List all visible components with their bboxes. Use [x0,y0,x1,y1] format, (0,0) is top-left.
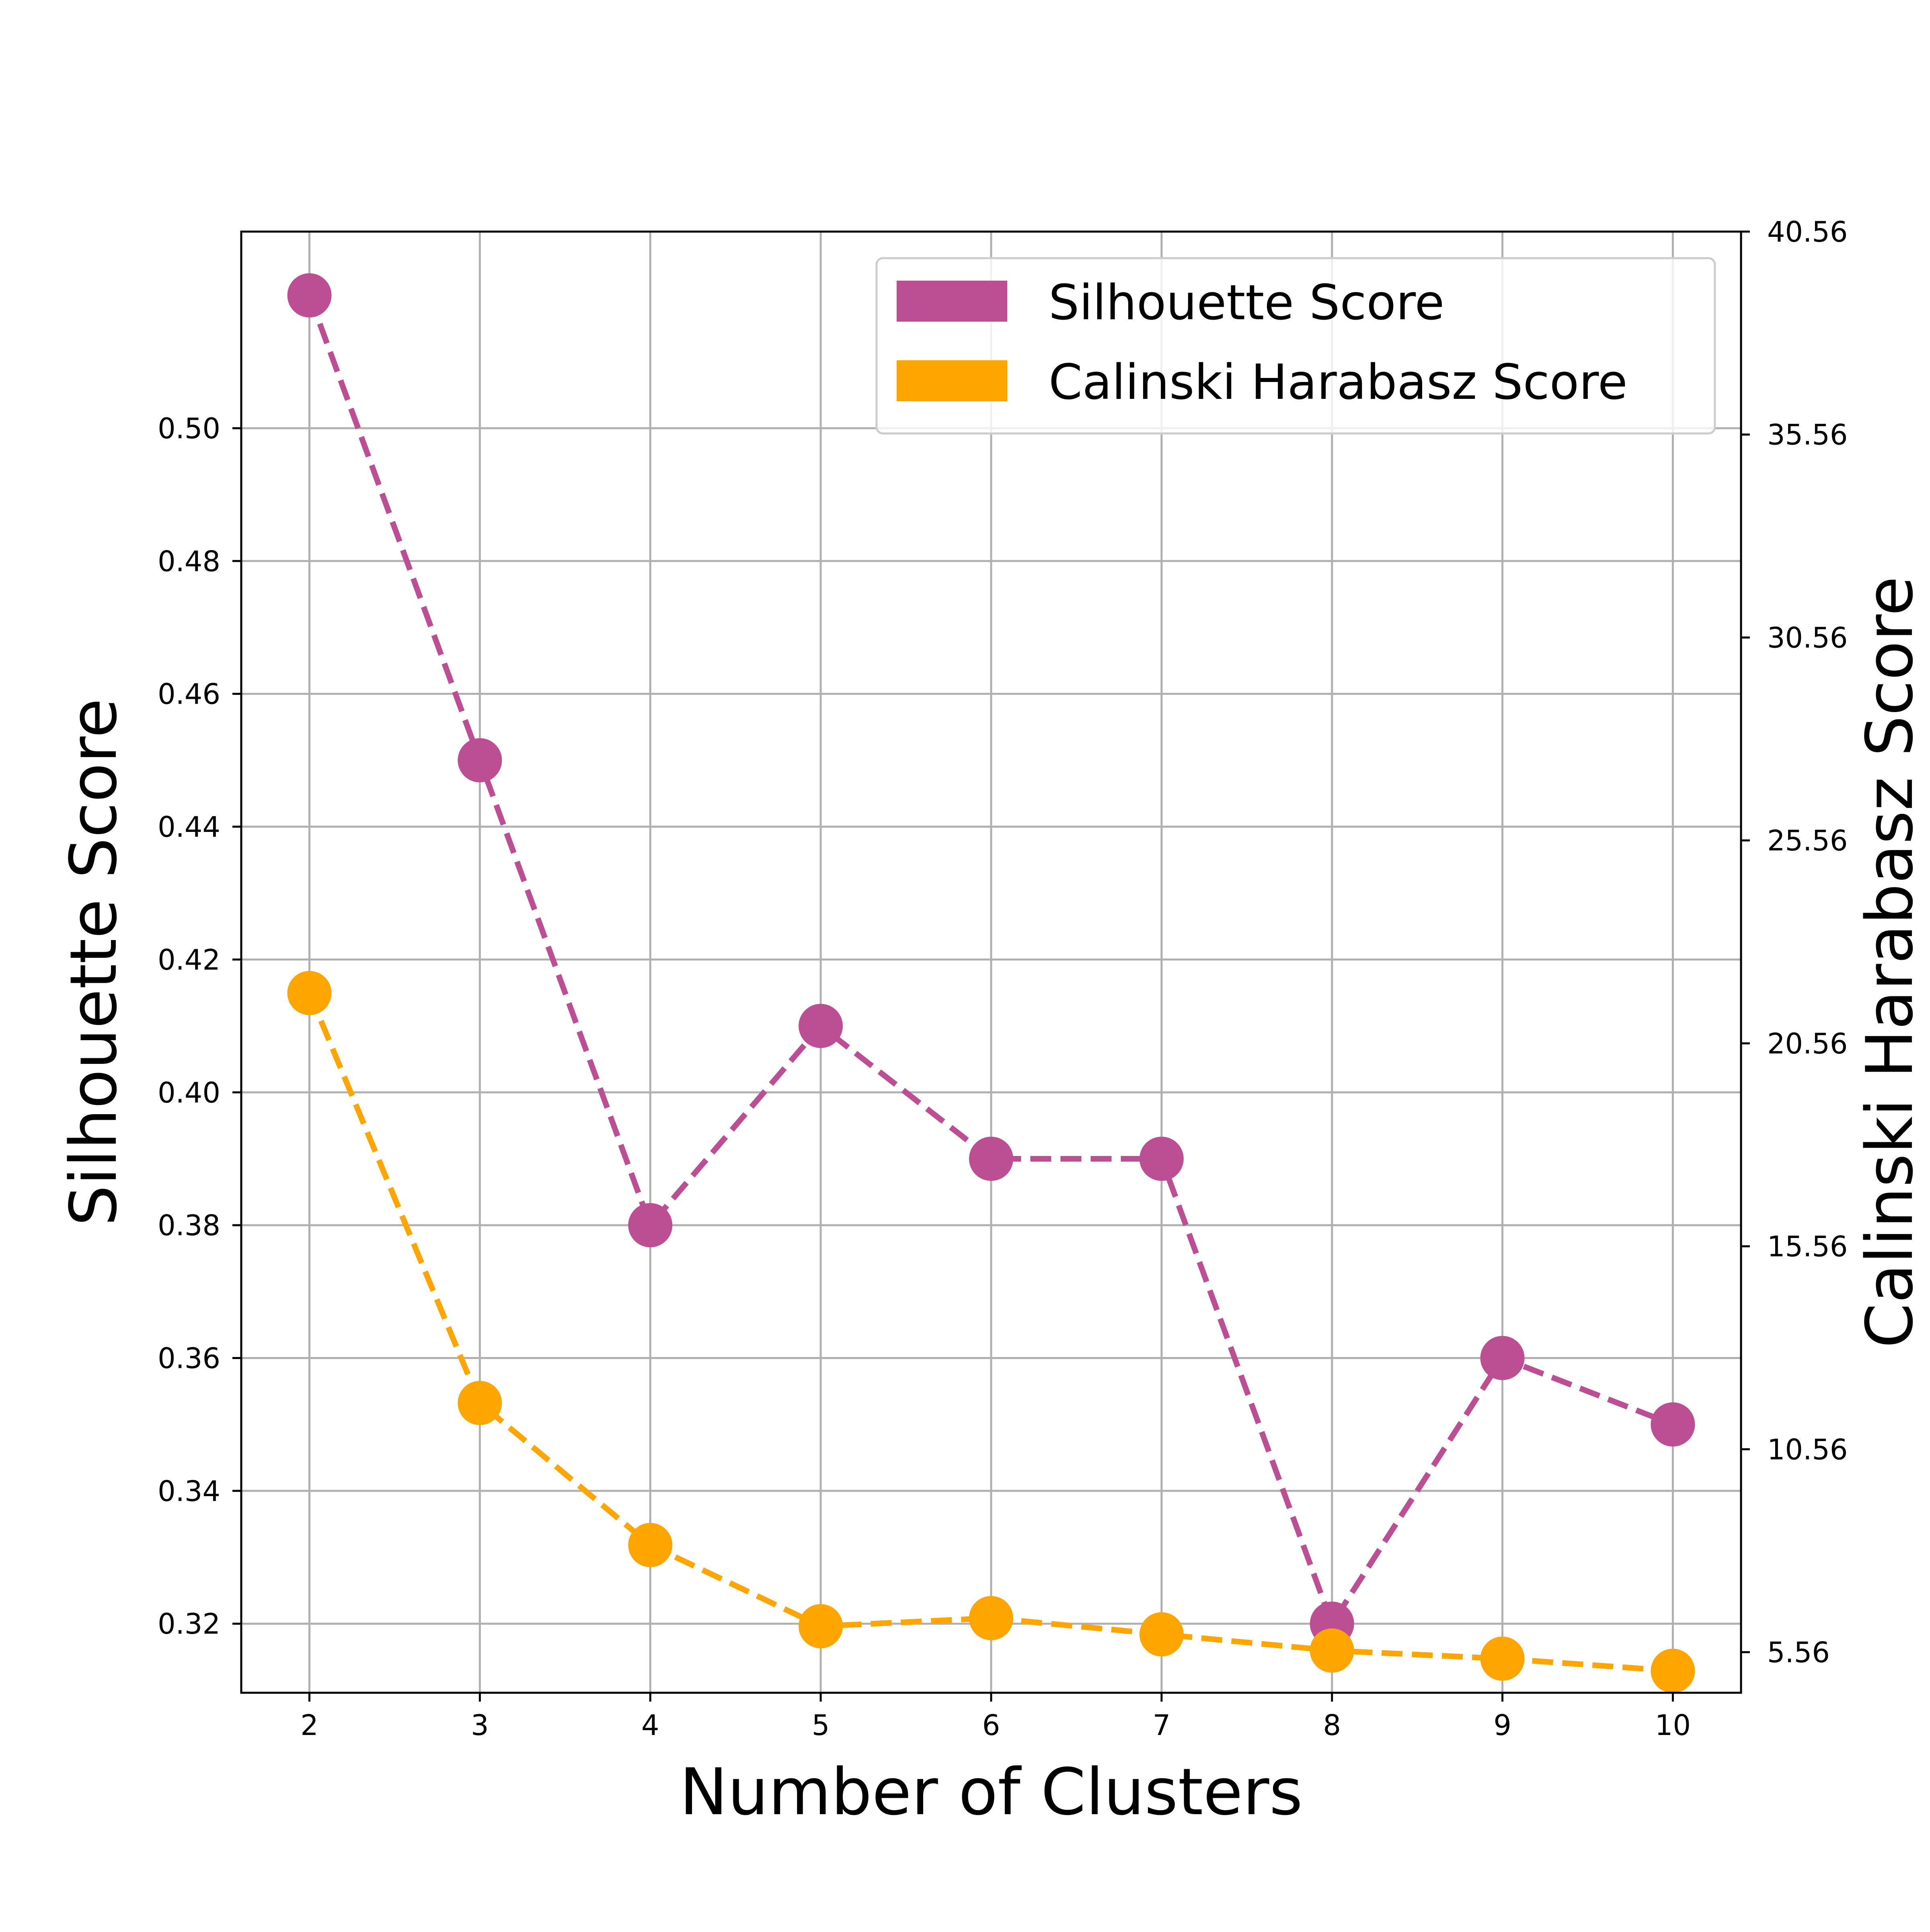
right-y-tick-label: 10.56 [1767,1433,1848,1466]
right-y-tick-label: 30.56 [1767,621,1848,654]
right-y-tick-label: 25.56 [1767,824,1848,857]
x-axis-title: Number of Clusters [680,1754,1303,1829]
legend-swatch-silhouette [897,281,1007,322]
left-y-tick-label: 0.46 [158,678,220,711]
calinski-point [628,1523,673,1567]
calinski-point [1310,1628,1354,1673]
calinski-point [1651,1649,1695,1693]
right-y-tick-label: 15.56 [1767,1230,1848,1263]
calinski-point [1480,1636,1525,1681]
left-y-tick-label: 0.34 [158,1475,220,1508]
left-y-tick-label: 0.50 [158,412,220,445]
left-y-tick-label: 0.40 [158,1076,220,1109]
left-y-tick-label: 0.36 [158,1342,220,1375]
right-y-tick-label: 5.56 [1767,1636,1830,1669]
silhouette-point [628,1203,673,1248]
silhouette-point [799,1004,843,1048]
x-tick-label: 7 [1153,1709,1171,1742]
calinski-point [799,1604,843,1649]
silhouette-point [1651,1402,1695,1447]
left-y-tick-label: 0.32 [158,1608,220,1640]
calinski-point [969,1596,1013,1640]
right-y-tick-label: 20.56 [1767,1027,1848,1060]
right-y-tick-label: 40.56 [1767,216,1848,248]
left-y-tick-label: 0.38 [158,1209,220,1242]
x-tick-label: 4 [641,1709,659,1742]
left-y-axis-title: Silhouette Score [56,698,131,1226]
legend-label-silhouette: Silhouette Score [1049,275,1444,331]
legend-box [875,257,1716,435]
series-layer [287,273,1695,1693]
left-y-tick-label: 0.48 [158,545,220,578]
calinski-point [1139,1612,1184,1657]
silhouette-point [458,738,502,782]
calinski-point [287,971,332,1015]
x-tick-label: 2 [300,1709,318,1742]
legend-label-calinski: Calinski Harabasz Score [1049,355,1628,411]
x-tick-label: 6 [982,1709,1000,1742]
calinski-point [458,1381,502,1425]
calinski-line [307,992,1673,1674]
silhouette-point [1139,1136,1184,1181]
x-tick-label: 9 [1493,1709,1511,1742]
x-tick-label: 8 [1323,1709,1341,1742]
silhouette-point [969,1136,1013,1181]
x-tick-label: 10 [1655,1709,1691,1742]
legend: Silhouette Score Calinski Harabasz Score [875,257,1716,435]
x-tick-label: 3 [471,1709,489,1742]
left-y-tick-label: 0.44 [158,811,220,844]
silhouette-point [1480,1336,1525,1380]
right-y-tick-label: 35.56 [1767,419,1848,452]
axis-layer: 2 3 4 5 6 7 8 9 10 0.32 0.34 0.36 0.38 0.40 0.42 0.44 0.… [158,216,1848,1742]
legend-swatch-calinski [897,360,1007,401]
left-y-tick-label: 0.42 [158,943,220,976]
silhouette-point [287,273,332,318]
right-y-axis-title: Calinski Harabasz Score [1852,576,1927,1348]
x-tick-label: 5 [812,1709,830,1742]
